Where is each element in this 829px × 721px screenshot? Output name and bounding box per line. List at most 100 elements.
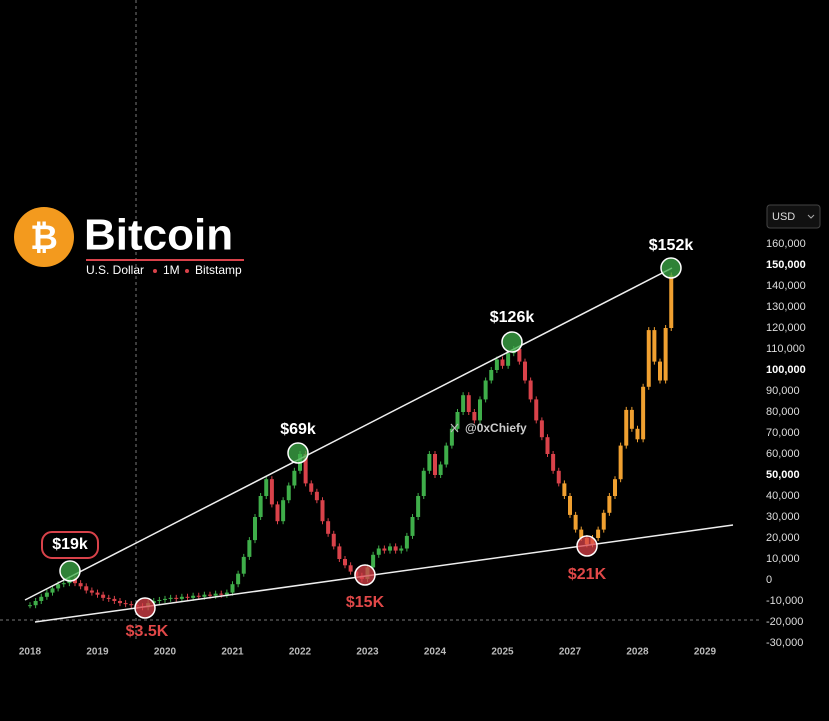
candles bbox=[28, 272, 674, 611]
candle bbox=[500, 359, 505, 366]
candle bbox=[494, 359, 499, 370]
candle bbox=[224, 592, 229, 595]
candle bbox=[641, 386, 646, 440]
candle bbox=[179, 596, 184, 599]
candle bbox=[646, 330, 651, 387]
candle bbox=[50, 588, 55, 593]
candle bbox=[236, 573, 241, 585]
candle bbox=[629, 409, 634, 429]
annotation-circle bbox=[660, 257, 682, 279]
candle bbox=[101, 594, 106, 598]
candle bbox=[579, 529, 584, 538]
currency: USD bbox=[772, 211, 795, 223]
x-tick-label: 2025 bbox=[491, 647, 514, 658]
x-tick-label: 2021 bbox=[221, 647, 244, 658]
candle bbox=[230, 584, 235, 593]
y-tick-label: -20,000 bbox=[766, 616, 803, 628]
bullet bbox=[185, 269, 189, 273]
candle bbox=[399, 548, 404, 551]
currency-select[interactable] bbox=[766, 204, 821, 229]
bitcoin-symbol: ₿ bbox=[30, 219, 58, 257]
candle bbox=[292, 470, 297, 486]
y-tick-label: 90,000 bbox=[766, 385, 800, 397]
x-icon bbox=[450, 423, 459, 433]
source: U.S. Dollar bbox=[86, 263, 144, 277]
y-tick-label: 70,000 bbox=[766, 427, 800, 439]
annotation-circle bbox=[576, 535, 598, 557]
candle bbox=[314, 491, 319, 501]
annotation-label: $69k bbox=[280, 421, 316, 438]
candle bbox=[337, 546, 342, 559]
y-tick-label: 100,000 bbox=[766, 364, 806, 376]
candle bbox=[208, 594, 212, 596]
x-tick-label: 2022 bbox=[289, 647, 312, 658]
annotation-label: $126k bbox=[490, 309, 535, 326]
candle bbox=[562, 483, 567, 496]
candle bbox=[129, 604, 134, 606]
candle bbox=[478, 399, 482, 421]
candle bbox=[112, 598, 117, 601]
chevron bbox=[807, 214, 815, 219]
annotation-label: $21K bbox=[568, 566, 607, 583]
candle bbox=[157, 599, 162, 601]
candle bbox=[44, 592, 49, 597]
candle bbox=[202, 594, 207, 597]
candle bbox=[438, 464, 443, 475]
candle bbox=[219, 593, 224, 595]
y-tick-label: 160,000 bbox=[766, 238, 806, 250]
candle bbox=[506, 353, 511, 366]
y-tick-label: 80,000 bbox=[766, 406, 800, 418]
candle bbox=[196, 595, 201, 597]
x-tick-label: 2020 bbox=[154, 647, 177, 658]
x-tick-label: 2029 bbox=[694, 647, 717, 658]
bullet bbox=[153, 269, 157, 273]
candle bbox=[28, 605, 32, 607]
candle bbox=[89, 590, 94, 593]
candle bbox=[303, 454, 308, 484]
annotation-box bbox=[41, 531, 99, 559]
candle bbox=[382, 548, 387, 551]
candle bbox=[163, 598, 167, 600]
candle bbox=[601, 512, 606, 530]
candle bbox=[613, 479, 617, 496]
candle bbox=[410, 517, 415, 536]
candle bbox=[33, 601, 38, 606]
candle bbox=[258, 496, 263, 517]
x-tick-label: 2024 bbox=[424, 647, 447, 658]
annotation-circle bbox=[134, 597, 156, 619]
x-tick-label: 2027 bbox=[559, 647, 582, 658]
candle bbox=[635, 428, 640, 440]
y-tick-label: 110,000 bbox=[766, 343, 805, 355]
annotation-circle bbox=[59, 560, 81, 582]
candle bbox=[416, 496, 421, 517]
exchange: Bitstamp bbox=[195, 263, 242, 277]
annotation-circle bbox=[287, 442, 309, 464]
candle bbox=[269, 479, 274, 505]
y-tick-label: -10,000 bbox=[766, 595, 803, 607]
interval: 1M bbox=[163, 263, 180, 277]
candle bbox=[106, 597, 111, 599]
x-tick-label: 2023 bbox=[356, 647, 379, 658]
candle bbox=[433, 454, 437, 475]
x-tick-label: 2019 bbox=[86, 647, 109, 658]
candle bbox=[123, 603, 128, 605]
candle bbox=[455, 412, 460, 429]
candle bbox=[326, 521, 331, 534]
bitcoin-logo bbox=[14, 207, 74, 267]
candle bbox=[517, 349, 522, 362]
candle bbox=[461, 395, 466, 412]
y-tick-label: 50,000 bbox=[766, 469, 800, 481]
candle bbox=[348, 565, 353, 572]
candle bbox=[185, 596, 190, 598]
candle bbox=[568, 496, 572, 515]
candle bbox=[528, 380, 533, 400]
y-tick-label: 40,000 bbox=[766, 490, 800, 502]
candle bbox=[275, 504, 280, 522]
candle bbox=[343, 559, 347, 566]
annotation-circle bbox=[501, 331, 523, 353]
candle bbox=[281, 500, 286, 522]
candle bbox=[168, 597, 173, 599]
y-tick-label: 0 bbox=[766, 574, 772, 586]
candle bbox=[539, 420, 544, 438]
candle bbox=[624, 409, 629, 446]
